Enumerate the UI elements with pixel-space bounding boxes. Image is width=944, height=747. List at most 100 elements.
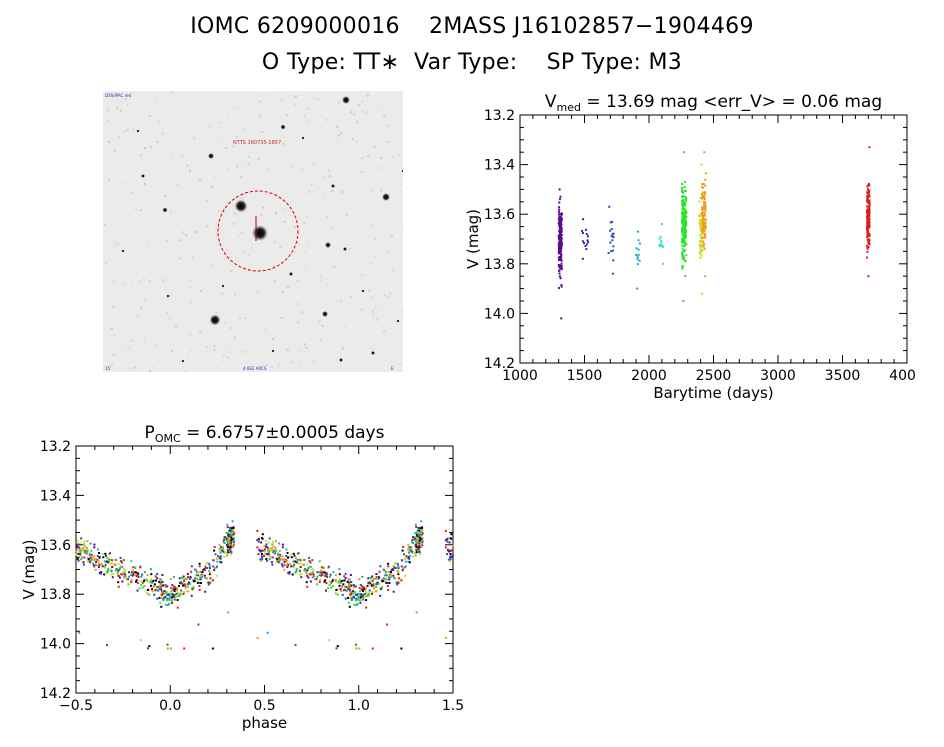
sky-noise-speck <box>332 174 335 177</box>
phase-curve-point <box>208 565 211 567</box>
light-curve-point <box>868 146 871 149</box>
phase-curve-point <box>143 585 146 588</box>
phase-curve-point <box>415 526 418 528</box>
sky-noise-speck <box>237 214 240 217</box>
phase-curve-point <box>343 575 346 578</box>
sky-noise-speck <box>286 114 288 116</box>
sky-noise-speck <box>345 213 348 216</box>
phase-curve-point <box>135 575 138 577</box>
light-curve-point <box>681 257 684 260</box>
phase-curve-point <box>220 561 223 564</box>
sky-noise-speck <box>251 345 254 348</box>
phase-curve-point <box>215 565 218 568</box>
sky-noise-speck <box>389 292 392 295</box>
sky-noise-speck <box>336 139 339 142</box>
phase-curve-point <box>186 585 189 588</box>
phase-curve-point <box>278 556 281 559</box>
phase-curve-point <box>367 577 370 580</box>
sky-noise-speck <box>306 206 309 209</box>
phase-curve-point <box>283 561 286 564</box>
sky-noise-speck <box>366 111 369 114</box>
phase-curve-point <box>121 565 124 568</box>
phase-curve-point <box>448 550 451 553</box>
sky-noise-speck <box>319 274 322 277</box>
phase-curve-point <box>110 570 113 573</box>
light-curve-point <box>557 218 560 221</box>
sky-noise-speck <box>355 141 358 144</box>
sky-noise-speck <box>212 140 215 143</box>
phase-curve-point <box>218 547 221 550</box>
phase-curve-point <box>261 555 263 558</box>
sky-noise-speck <box>232 97 235 100</box>
phase-curve-point <box>178 592 181 595</box>
phase-curve-point <box>164 596 167 598</box>
sky-noise-speck <box>148 280 151 282</box>
sky-noise-speck <box>165 312 168 315</box>
phase-curve-point <box>359 593 362 596</box>
light-curve-ylabel: V (mag) <box>464 209 482 269</box>
sky-noise-speck <box>323 365 326 367</box>
sky-noise-speck <box>161 132 164 135</box>
light-curve-point <box>558 201 561 204</box>
phase-curve-point <box>176 586 179 589</box>
light-curve-point <box>701 219 704 221</box>
light-curve-point <box>868 189 871 192</box>
phase-curve-point <box>80 537 83 540</box>
phase-curve-point <box>158 596 161 599</box>
sky-noise-speck <box>374 370 377 372</box>
sky-noise-speck <box>299 190 302 193</box>
phase-curve-point <box>153 593 156 596</box>
light-curve-point <box>704 184 707 187</box>
phase-curve-point <box>400 579 403 582</box>
phase-curve-point <box>93 555 96 558</box>
phase-curve-point <box>155 579 157 582</box>
phase-curve-point <box>346 586 349 589</box>
phase-curve-point <box>96 558 99 561</box>
phase-curve-point <box>89 556 92 559</box>
phase-curve-point <box>354 591 356 594</box>
phase-curve-point <box>322 566 325 569</box>
light-curve-point <box>868 224 871 227</box>
sky-noise-speck <box>297 241 300 244</box>
phase-curve-point <box>400 565 403 568</box>
phase-curve-point <box>98 552 100 554</box>
sky-noise-speck <box>119 285 122 288</box>
sky-noise-speck <box>107 120 110 123</box>
phase-curve-point <box>180 582 183 585</box>
light-curve-point <box>658 237 661 240</box>
sky-noise-speck <box>297 203 300 206</box>
phase-curve-point <box>125 575 127 578</box>
phase-curve-point <box>275 548 278 551</box>
sky-noise-speck <box>338 222 341 225</box>
sky-noise-speck <box>235 256 238 259</box>
phase-curve-point <box>332 571 335 574</box>
sky-noise-speck <box>112 241 115 244</box>
sky-noise-speck <box>107 103 110 106</box>
phase-curve-point <box>358 590 361 593</box>
sky-noise-speck <box>222 97 225 99</box>
light-curve-point <box>612 259 615 262</box>
phase-curve-point <box>115 570 118 573</box>
phase-curve-point <box>312 573 315 576</box>
phase-curve-point <box>319 570 322 573</box>
phase-curve-point <box>370 576 372 579</box>
phase-curve-point <box>232 526 235 529</box>
phase-curve-point <box>86 546 88 549</box>
sky-noise-speck <box>259 114 262 117</box>
phase-curve-point <box>223 538 226 541</box>
phase-curve-point <box>232 527 235 530</box>
phase-curve-point <box>213 546 216 548</box>
light-curve-point <box>866 230 869 233</box>
sky-noise-speck <box>154 175 157 178</box>
phase-curve-point <box>421 544 424 547</box>
phase-curve-point <box>160 578 163 581</box>
sky-noise-speck <box>372 212 375 215</box>
phase-curve-point <box>340 580 343 582</box>
phase-curve-point <box>334 592 337 595</box>
light-curve-point <box>684 199 687 202</box>
phase-curve-point <box>159 601 162 604</box>
light-curve-point <box>683 208 686 211</box>
light-curve-point <box>682 227 685 230</box>
sky-noise-speck <box>130 191 133 194</box>
phase-curve-point <box>257 538 260 541</box>
